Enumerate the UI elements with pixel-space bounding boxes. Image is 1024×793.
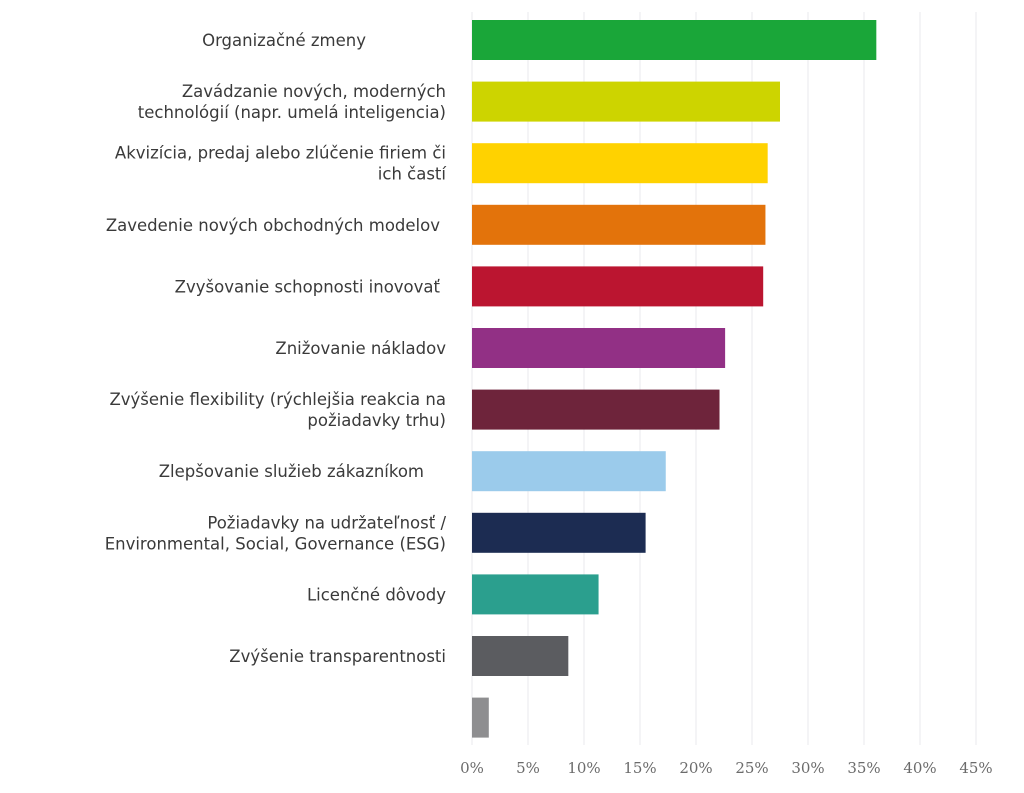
gridlines bbox=[471, 12, 977, 745]
x-tick-label: 5% bbox=[516, 759, 540, 777]
category-label: Licenčné dôvody bbox=[307, 585, 446, 604]
bar bbox=[472, 574, 599, 615]
bar bbox=[472, 20, 877, 60]
x-axis-tick-labels: 0% 5% 10% 15% 20% 25% 30% 35% 40% 45% bbox=[460, 759, 993, 777]
category-label: Organizačné zmeny bbox=[202, 31, 366, 50]
category-label-line: technológií (napr. umelá inteligencia) bbox=[138, 103, 446, 122]
category-label-line: Organizačné zmeny bbox=[202, 31, 366, 50]
bar bbox=[472, 636, 569, 676]
category-label-line: Zavedenie nových obchodných modelov bbox=[106, 216, 440, 235]
category-label: Požiadavky na udržateľnosť / Environmenta… bbox=[105, 513, 447, 553]
x-tick-label: 40% bbox=[903, 759, 936, 777]
category-label-line: Zvyšovanie schopnosti inovovať bbox=[175, 277, 441, 296]
bar bbox=[472, 451, 666, 492]
bar bbox=[472, 266, 764, 307]
bar bbox=[472, 697, 489, 738]
bar bbox=[472, 81, 780, 122]
category-label-line: Zavádzanie nových, moderných bbox=[182, 82, 446, 101]
category-label-line: Zvýšenie transparentnosti bbox=[229, 647, 446, 666]
category-label-line: Akvizícia, predaj alebo zlúčenie firiem … bbox=[115, 144, 446, 163]
category-label: Zvýšenie flexibility (rýchlejšia reakcia… bbox=[109, 390, 446, 430]
x-tick-label: 35% bbox=[847, 759, 880, 777]
category-label-line: požiadavky trhu) bbox=[307, 411, 446, 430]
bar bbox=[472, 328, 726, 368]
category-label: Zvýšenie transparentnosti bbox=[229, 647, 446, 666]
category-label-line: ich častí bbox=[378, 165, 448, 184]
x-tick-label: 0% bbox=[460, 759, 484, 777]
category-label-line: Znižovanie nákladov bbox=[275, 339, 446, 358]
bars bbox=[472, 20, 877, 738]
x-tick-label: 25% bbox=[735, 759, 768, 777]
x-tick-label: 20% bbox=[679, 759, 712, 777]
bar bbox=[472, 204, 766, 245]
bar bbox=[472, 512, 646, 553]
x-tick-label: 45% bbox=[959, 759, 992, 777]
category-label-line: Environmental, Social, Governance (ESG) bbox=[105, 534, 446, 553]
bar bbox=[472, 143, 768, 184]
x-tick-label: 30% bbox=[791, 759, 824, 777]
category-label: Zvyšovanie schopnosti inovovať bbox=[175, 277, 441, 296]
category-label: Akvizícia, predaj alebo zlúčenie firiem … bbox=[115, 144, 447, 184]
category-label-line: Požiadavky na udržateľnosť / bbox=[207, 513, 446, 532]
category-label: Zlepšovanie služieb zákazníkom bbox=[159, 462, 424, 481]
category-label-line: Licenčné dôvody bbox=[307, 585, 446, 604]
x-tick-label: 10% bbox=[567, 759, 600, 777]
category-label-line: Zlepšovanie služieb zákazníkom bbox=[159, 462, 424, 481]
category-label-line: Zvýšenie flexibility (rýchlejšia reakcia… bbox=[109, 390, 446, 409]
x-tick-label: 15% bbox=[623, 759, 656, 777]
bar bbox=[472, 389, 720, 430]
category-label: Zavedenie nových obchodných modelov bbox=[106, 216, 440, 235]
category-label: Znižovanie nákladov bbox=[275, 339, 446, 358]
category-labels: Organizačné zmeny Zavádzanie nových, mode… bbox=[105, 31, 448, 666]
category-label: Zavádzanie nových, moderných technológií … bbox=[138, 82, 446, 122]
